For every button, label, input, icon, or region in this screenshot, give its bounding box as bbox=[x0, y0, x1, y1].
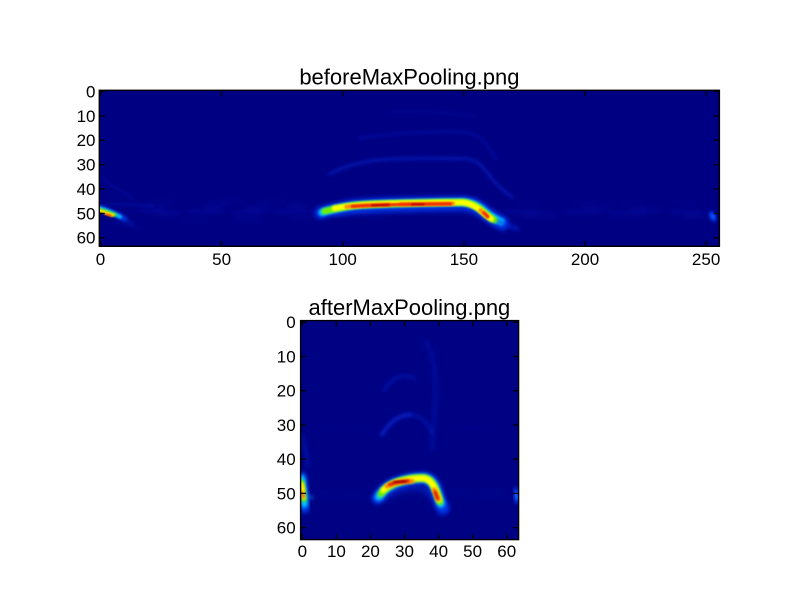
svg-text:200: 200 bbox=[571, 250, 599, 269]
svg-text:60: 60 bbox=[497, 542, 516, 561]
svg-text:0: 0 bbox=[298, 542, 307, 561]
svg-text:50: 50 bbox=[277, 484, 296, 503]
svg-text:60: 60 bbox=[77, 229, 96, 248]
svg-text:100: 100 bbox=[329, 250, 357, 269]
svg-text:40: 40 bbox=[429, 542, 448, 561]
svg-text:20: 20 bbox=[361, 542, 380, 561]
svg-text:20: 20 bbox=[77, 131, 96, 150]
svg-text:50: 50 bbox=[212, 250, 231, 269]
svg-text:0: 0 bbox=[96, 250, 105, 269]
svg-text:20: 20 bbox=[277, 382, 296, 401]
svg-text:150: 150 bbox=[450, 250, 478, 269]
svg-text:0: 0 bbox=[286, 313, 295, 332]
svg-text:10: 10 bbox=[277, 347, 296, 366]
svg-text:60: 60 bbox=[277, 519, 296, 538]
svg-text:250: 250 bbox=[692, 250, 720, 269]
svg-text:30: 30 bbox=[77, 156, 96, 175]
svg-text:beforeMaxPooling.png: beforeMaxPooling.png bbox=[299, 65, 519, 90]
svg-text:50: 50 bbox=[77, 204, 96, 223]
svg-text:30: 30 bbox=[395, 542, 414, 561]
svg-text:0: 0 bbox=[86, 82, 95, 101]
svg-text:10: 10 bbox=[77, 107, 96, 126]
svg-text:afterMaxPooling.png: afterMaxPooling.png bbox=[309, 295, 511, 320]
svg-text:40: 40 bbox=[77, 180, 96, 199]
svg-text:50: 50 bbox=[463, 542, 482, 561]
svg-text:10: 10 bbox=[327, 542, 346, 561]
svg-text:30: 30 bbox=[277, 416, 296, 435]
svg-text:40: 40 bbox=[277, 450, 296, 469]
